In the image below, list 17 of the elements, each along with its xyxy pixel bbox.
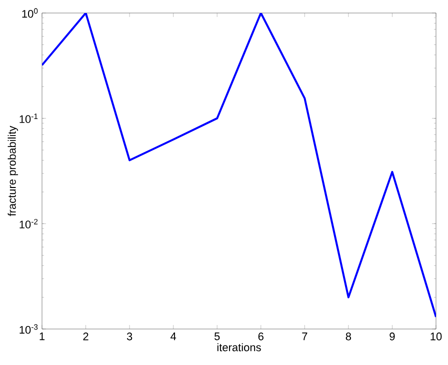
x-axis-title: iterations (217, 343, 261, 352)
x-tick-label: 6 (258, 332, 264, 340)
y-axis-title: fracture probability (8, 126, 18, 216)
x-tick-label: 4 (170, 332, 176, 340)
x-tick-label: 9 (390, 332, 395, 340)
x-tick-label: 8 (346, 332, 352, 340)
x-tick-label: 7 (302, 332, 308, 340)
y-tick-label: 10$^{0}$ (22, 8, 38, 18)
x-tick-label: 2 (83, 332, 88, 340)
x-tick-label: 3 (126, 332, 132, 340)
line-series (42, 13, 436, 318)
x-tick-label: 5 (214, 332, 220, 340)
y-tick-label: 10$^{-3}$ (20, 324, 38, 334)
y-tick-label: 10$^{-2}$ (20, 218, 38, 228)
y-tick-label: 10$^{-1}$ (20, 114, 38, 124)
x-tick-label: 10 (430, 332, 442, 340)
x-tick-label: 1 (40, 332, 45, 340)
